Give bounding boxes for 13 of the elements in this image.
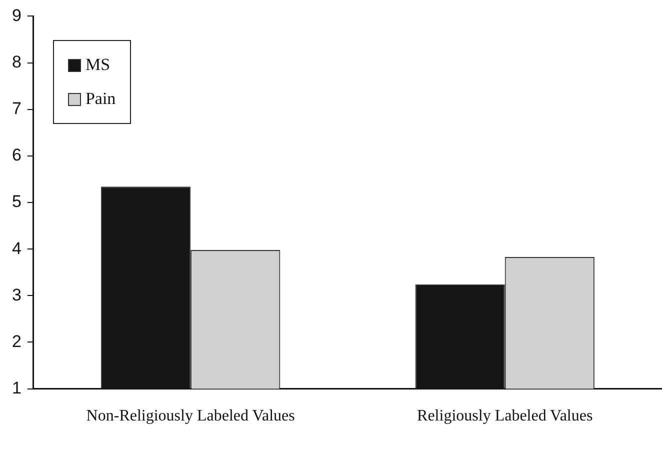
- x-tick-label: Non-Religiously Labeled Values: [86, 408, 295, 425]
- y-tick-label: 1: [12, 378, 22, 398]
- y-tick-label: 7: [12, 99, 22, 118]
- legend-label: MS: [85, 55, 110, 76]
- y-tick-label: 5: [12, 192, 22, 212]
- y-tick-label: 6: [12, 146, 22, 165]
- legend-label: Pain: [85, 89, 116, 110]
- y-tick-label: 8: [12, 52, 22, 72]
- y-tick-label: 4: [12, 238, 22, 258]
- y-tick-label: 3: [12, 285, 22, 304]
- y-tick-label: 9: [12, 6, 22, 25]
- y-tick-label: 2: [12, 332, 22, 351]
- x-tick-label: Religiously Labeled Values: [417, 408, 593, 425]
